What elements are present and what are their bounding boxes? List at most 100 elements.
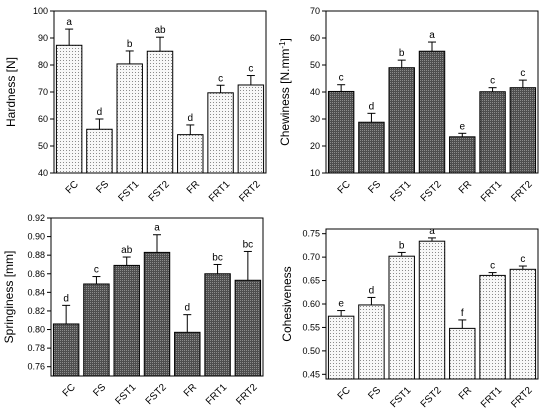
bar	[479, 274, 506, 380]
y-tick-label: 10	[310, 168, 320, 178]
bar	[509, 87, 537, 174]
y-tick-label: 0.82	[27, 306, 45, 316]
category-label: FR	[457, 385, 474, 402]
significance-label: c	[520, 254, 525, 265]
category-label: FST1	[388, 385, 413, 410]
bar	[86, 128, 113, 174]
significance-label: e	[460, 121, 466, 132]
y-axis-title: Springiness [mm]	[2, 251, 16, 344]
category-label: FST1	[388, 179, 413, 204]
y-tick-label: 0.76	[27, 362, 45, 372]
bar	[509, 268, 537, 380]
bar	[418, 240, 446, 380]
significance-label: f	[461, 308, 464, 319]
y-tick-label: 0.45	[302, 369, 320, 379]
significance-label: d	[188, 113, 194, 124]
category-label: FRT1	[479, 179, 505, 205]
significance-label: c	[339, 73, 344, 84]
significance-label: b	[127, 39, 133, 50]
category-label: FST2	[144, 382, 169, 407]
significance-label: b	[399, 240, 405, 251]
category-label: FS	[366, 179, 383, 196]
category-label: FC	[64, 179, 81, 196]
category-label: FRT1	[204, 382, 230, 408]
category-label: FRT1	[479, 385, 505, 411]
significance-label: c	[490, 261, 495, 272]
bar	[55, 44, 83, 174]
y-tick-label: 0.90	[27, 232, 45, 242]
significance-label: bc	[243, 239, 254, 250]
bar	[177, 134, 204, 174]
significance-label: c	[218, 73, 223, 84]
bar	[358, 121, 385, 174]
bar	[418, 50, 446, 174]
bar	[358, 304, 385, 380]
bar	[113, 264, 140, 377]
y-tick-label: 90	[38, 33, 48, 43]
bar	[143, 251, 171, 377]
y-tick-label: 0.86	[27, 269, 45, 279]
y-axis-title: Cohesiveness	[280, 266, 294, 341]
panel-hardness: 40 50 60 70 80 90 100 Hardness [N] a FC d FS b FST1 ab…	[4, 6, 267, 205]
significance-label: c	[520, 68, 525, 79]
bar	[327, 90, 355, 174]
y-tick-label: 0.65	[302, 276, 320, 286]
significance-label: ab	[154, 25, 166, 36]
bar	[388, 255, 415, 380]
bar	[237, 84, 265, 174]
y-tick-label: 0.80	[27, 325, 45, 335]
category-label: FS	[94, 179, 111, 196]
y-tick-label: 0.75	[302, 229, 320, 239]
significance-label: ab	[121, 245, 133, 256]
significance-label: b	[399, 48, 405, 59]
y-tick-label: 0.55	[302, 322, 320, 332]
y-tick-label: 0.70	[302, 252, 320, 262]
significance-label: d	[185, 303, 191, 314]
bar	[83, 283, 110, 377]
panel-chewiness: 10 20 30 40 50 60 70 Chewiness [N.mm-1] c FC d FS b F…	[278, 6, 539, 205]
category-label: FRT2	[509, 179, 535, 205]
y-tick-label: 0.84	[27, 287, 45, 297]
y-tick-label: 50	[310, 60, 320, 70]
panel-cohesiveness: 0.45 0.50 0.55 0.60 0.65 0.70 0.75 Cohesiveness…	[280, 226, 539, 411]
category-label: FRT1	[207, 179, 233, 205]
significance-label: a	[429, 226, 435, 237]
significance-label: e	[338, 299, 344, 310]
y-tick-label: 40	[310, 87, 320, 97]
category-label: FRT2	[234, 382, 260, 408]
category-label: FST2	[419, 385, 444, 410]
category-label: FR	[457, 179, 474, 196]
category-label: FST1	[113, 382, 138, 407]
bar	[449, 327, 476, 380]
y-tick-label: 60	[310, 33, 320, 43]
category-label: FRT2	[237, 179, 263, 205]
y-tick-label: 70	[310, 6, 320, 16]
significance-label: a	[154, 223, 160, 234]
significance-label: d	[63, 293, 69, 304]
significance-label: d	[369, 101, 375, 112]
y-tick-label: 0.60	[302, 299, 320, 309]
y-tick-label: 0.92	[27, 213, 45, 223]
bar	[204, 273, 231, 377]
significance-label: d	[97, 107, 103, 118]
significance-label: a	[66, 17, 72, 28]
bar	[388, 67, 415, 174]
y-tick-label: 0.78	[27, 343, 45, 353]
y-tick-label: 20	[310, 141, 320, 151]
significance-label: c	[94, 265, 99, 276]
y-tick-label: 100	[33, 6, 48, 16]
y-tick-label: 60	[38, 114, 48, 124]
panel-springiness: 0.76 0.78 0.80 0.82 0.84 0.86 0.88 0.90 0.92 Spri…	[2, 213, 264, 408]
y-tick-label: 30	[310, 114, 320, 124]
y-axis-title: Chewiness [N.mm-1]	[278, 38, 292, 146]
bar	[146, 50, 174, 174]
y-tick-label: 50	[38, 141, 48, 151]
category-label: FS	[366, 385, 383, 402]
category-label: FST2	[419, 179, 444, 204]
category-label: FR	[182, 382, 199, 399]
bar	[52, 323, 80, 377]
category-label: FST2	[147, 179, 172, 204]
y-tick-label: 0.88	[27, 250, 45, 260]
bar	[116, 63, 143, 174]
